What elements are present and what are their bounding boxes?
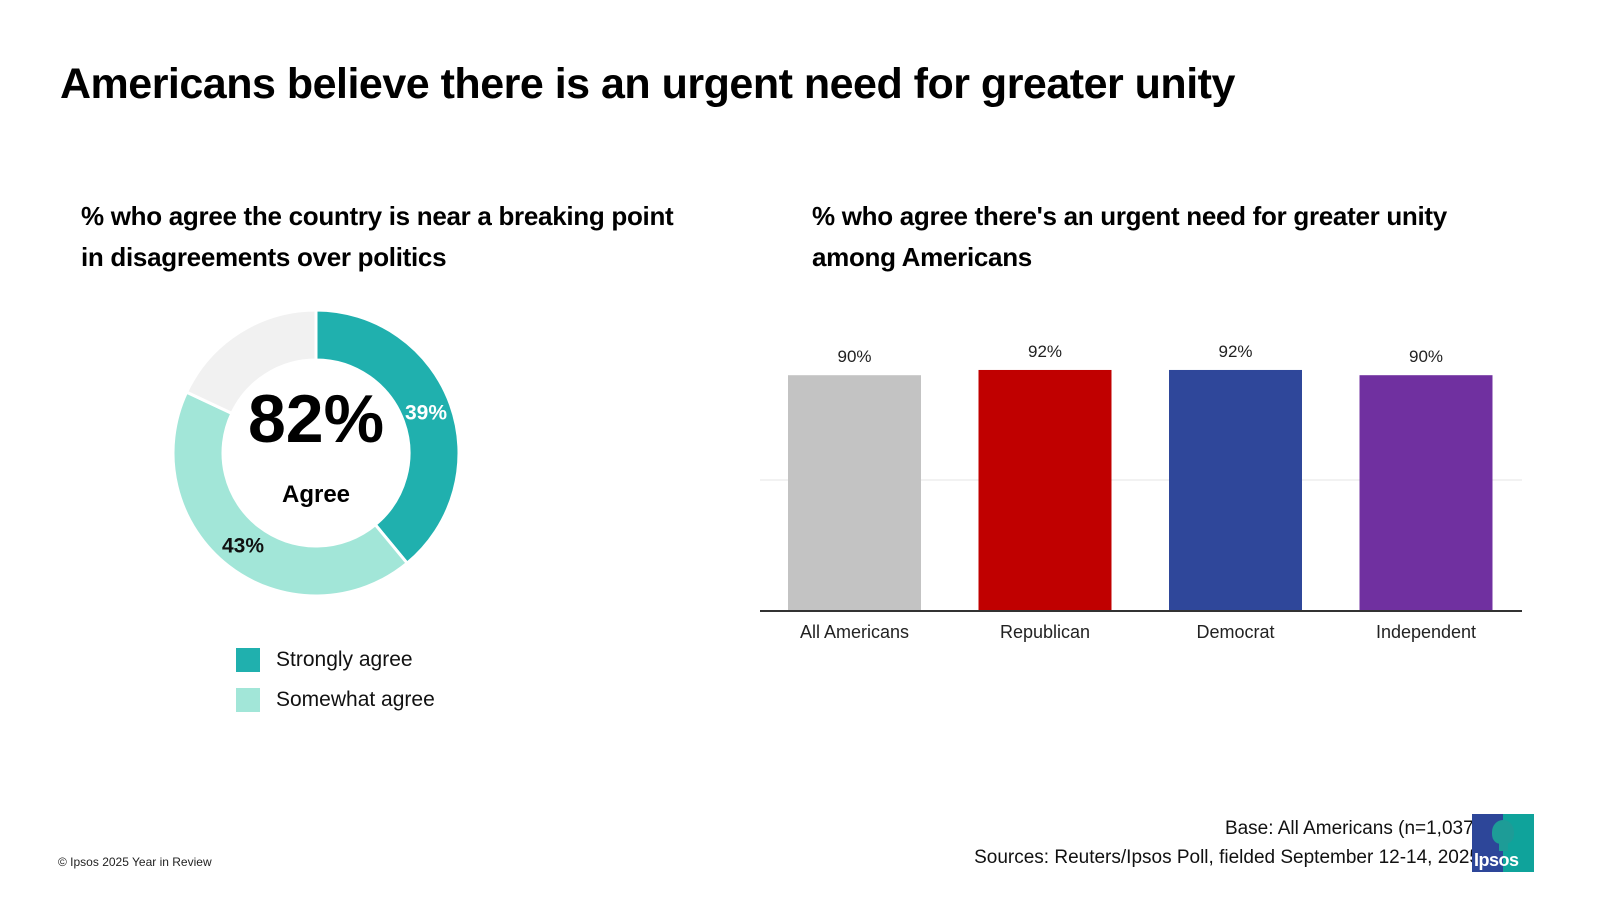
bar-data-label: 92%	[1028, 342, 1062, 361]
donut-chart: 39% 43% 82% Agree	[171, 308, 461, 598]
donut-legend: Strongly agree Somewhat agree	[236, 640, 435, 720]
bar-democrat	[1169, 369, 1302, 611]
bar-all-americans	[788, 375, 921, 611]
ipsos-logo: Ipsos	[1472, 814, 1534, 872]
donut-center-value: 82%	[248, 381, 384, 457]
legend-swatch-strongly-agree	[236, 648, 260, 672]
donut-slice-other	[184, 308, 318, 416]
bar-chart: 90% All Americans 92% Republican 92% Democrat…	[760, 342, 1522, 642]
bar-data-label: 90%	[837, 347, 871, 366]
page-title: Americans believe there is an urgent nee…	[60, 60, 1235, 108]
logo-text: Ipsos	[1474, 850, 1519, 870]
donut-slice-somewhat-agree	[171, 390, 410, 598]
head-silhouette-icon	[1492, 820, 1514, 844]
legend-label: Strongly agree	[276, 648, 413, 671]
x-tick-label: All Americans	[800, 622, 909, 642]
donut-center-label: Agree	[282, 481, 350, 508]
donut-data-label: 39%	[405, 402, 447, 425]
base-note: Base: All Americans (n=1,037)	[1224, 818, 1480, 839]
legend-swatch-somewhat-agree	[236, 688, 260, 712]
donut-data-label: 43%	[222, 535, 264, 558]
x-tick-label: Independent	[1376, 622, 1476, 642]
bar-data-label: 90%	[1409, 347, 1443, 366]
donut-slice-strongly-agree	[314, 308, 461, 566]
legend-item-strongly-agree: Strongly agree	[236, 640, 435, 680]
bar-data-label: 92%	[1218, 342, 1252, 361]
copyright-note: © Ipsos 2025 Year in Review	[58, 855, 212, 869]
bar-republican	[978, 369, 1112, 611]
x-tick-label: Republican	[1000, 622, 1090, 642]
sources-note: Sources: Reuters/Ipsos Poll, fielded Sep…	[974, 847, 1480, 868]
bar-chart-title: % who agree there's an urgent need for g…	[812, 201, 1447, 272]
x-tick-label: Democrat	[1196, 622, 1274, 642]
legend-label: Somewhat agree	[276, 688, 435, 711]
legend-item-somewhat-agree: Somewhat agree	[236, 680, 435, 720]
bar-independent	[1359, 375, 1493, 611]
donut-chart-title: % who agree the country is near a breaki…	[81, 201, 674, 272]
